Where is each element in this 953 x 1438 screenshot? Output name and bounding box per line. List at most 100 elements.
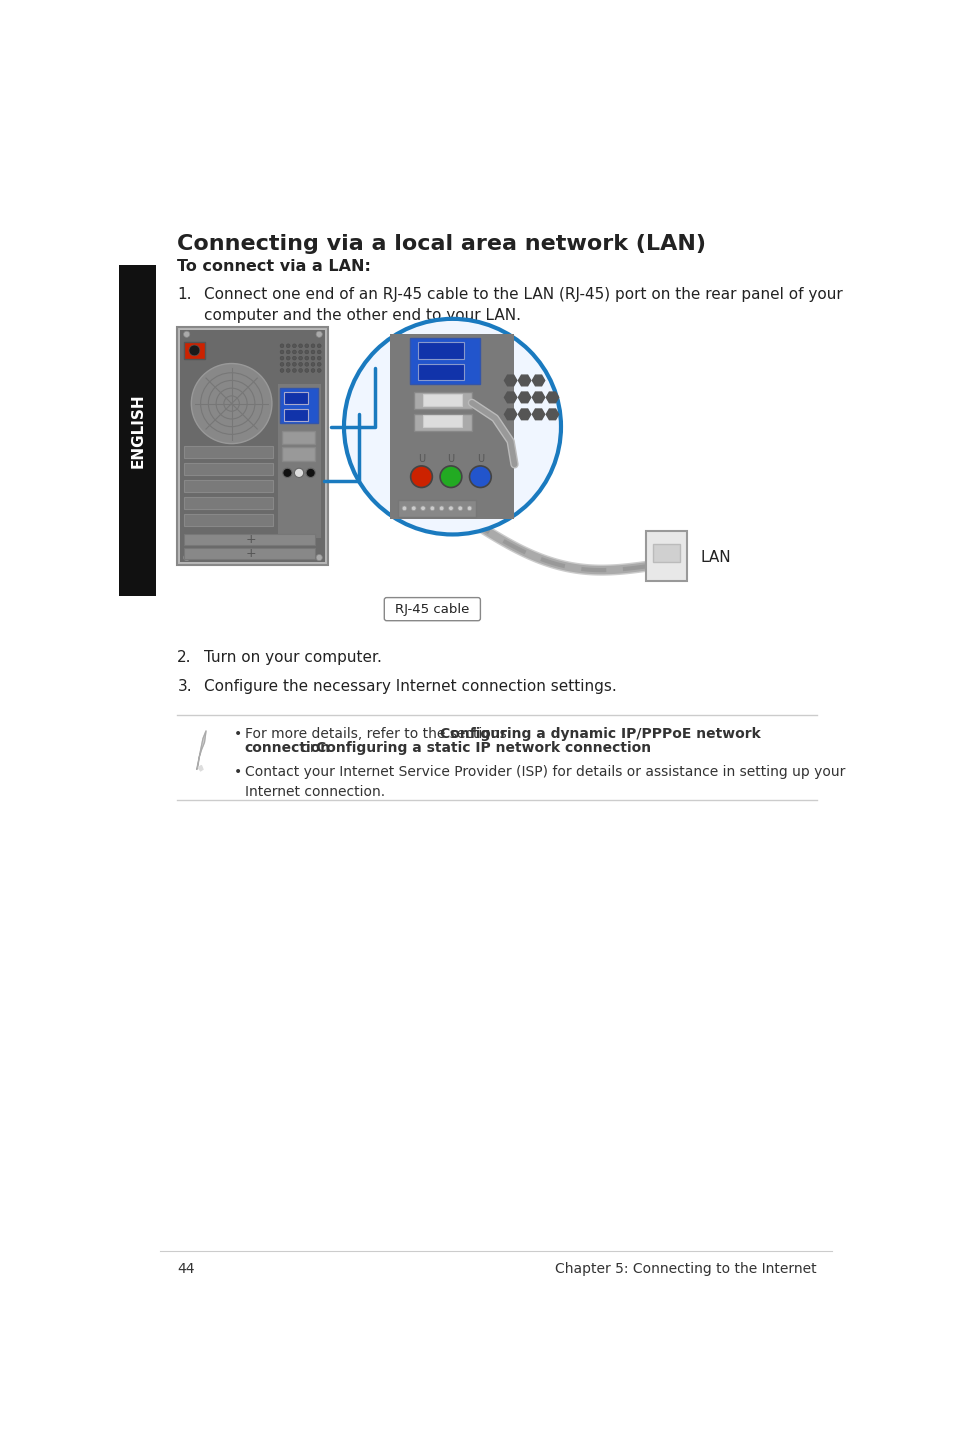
Circle shape (298, 349, 302, 354)
FancyBboxPatch shape (422, 416, 461, 427)
Polygon shape (517, 393, 530, 403)
FancyBboxPatch shape (653, 544, 679, 562)
Polygon shape (198, 765, 203, 771)
Polygon shape (517, 408, 530, 420)
FancyBboxPatch shape (384, 598, 480, 621)
Circle shape (469, 466, 491, 487)
FancyBboxPatch shape (397, 500, 476, 516)
Polygon shape (546, 393, 558, 403)
Circle shape (311, 349, 314, 354)
Circle shape (298, 368, 302, 372)
Circle shape (411, 506, 416, 510)
Polygon shape (504, 408, 517, 420)
FancyBboxPatch shape (390, 334, 514, 519)
Text: Connecting via a local area network (LAN): Connecting via a local area network (LAN… (177, 234, 705, 255)
Circle shape (311, 357, 314, 360)
Text: 2.: 2. (177, 650, 192, 664)
Text: LAN: LAN (700, 551, 730, 565)
Text: U: U (417, 454, 425, 464)
FancyBboxPatch shape (183, 446, 273, 459)
Text: RJ-45 cable: RJ-45 cable (395, 603, 469, 615)
Circle shape (298, 344, 302, 348)
Text: •: • (233, 765, 242, 779)
FancyBboxPatch shape (278, 384, 320, 538)
Circle shape (305, 344, 309, 348)
Text: 3.: 3. (177, 679, 192, 695)
Text: Chapter 5: Connecting to the Internet: Chapter 5: Connecting to the Internet (555, 1263, 816, 1276)
Circle shape (192, 364, 272, 443)
Circle shape (317, 368, 321, 372)
Polygon shape (504, 393, 517, 403)
Circle shape (467, 506, 472, 510)
Text: Connect one end of an RJ-45 cable to the LAN (RJ-45) port on the rear panel of y: Connect one end of an RJ-45 cable to the… (204, 286, 842, 322)
Text: For more details, refer to the sections: For more details, refer to the sections (245, 728, 511, 741)
FancyBboxPatch shape (410, 338, 479, 384)
Circle shape (305, 362, 309, 367)
Circle shape (286, 349, 290, 354)
Circle shape (298, 362, 302, 367)
FancyBboxPatch shape (183, 548, 315, 559)
Text: +: + (246, 548, 256, 561)
FancyBboxPatch shape (183, 513, 273, 526)
FancyBboxPatch shape (183, 463, 273, 475)
Circle shape (317, 349, 321, 354)
Circle shape (311, 344, 314, 348)
Circle shape (293, 349, 296, 354)
Polygon shape (546, 408, 558, 420)
Text: Contact your Internet Service Provider (ISP) for details or assistance in settin: Contact your Internet Service Provider (… (245, 765, 844, 800)
Text: To connect via a LAN:: To connect via a LAN: (177, 259, 371, 273)
Circle shape (410, 466, 432, 487)
Text: 1.: 1. (177, 286, 192, 302)
Bar (119, 265, 156, 597)
FancyBboxPatch shape (645, 531, 686, 581)
Polygon shape (504, 375, 517, 385)
FancyBboxPatch shape (183, 342, 205, 360)
Circle shape (315, 331, 322, 338)
Polygon shape (532, 408, 544, 420)
Circle shape (286, 362, 290, 367)
Circle shape (315, 555, 322, 561)
Polygon shape (532, 393, 544, 403)
Circle shape (311, 368, 314, 372)
Text: or: or (297, 741, 320, 755)
Circle shape (420, 506, 425, 510)
Circle shape (457, 506, 462, 510)
Circle shape (317, 362, 321, 367)
Text: Configuring a dynamic IP/PPPoE network: Configuring a dynamic IP/PPPoE network (439, 728, 760, 741)
Circle shape (280, 344, 284, 348)
Circle shape (448, 506, 453, 510)
Circle shape (402, 506, 406, 510)
Circle shape (293, 368, 296, 372)
Circle shape (305, 357, 309, 360)
Circle shape (317, 344, 321, 348)
FancyBboxPatch shape (280, 388, 318, 423)
FancyBboxPatch shape (183, 496, 273, 509)
Circle shape (305, 368, 309, 372)
Circle shape (311, 362, 314, 367)
Circle shape (280, 362, 284, 367)
FancyBboxPatch shape (414, 414, 472, 430)
Polygon shape (196, 731, 206, 769)
Text: Turn on your computer.: Turn on your computer. (204, 650, 382, 664)
FancyBboxPatch shape (282, 430, 314, 444)
FancyBboxPatch shape (183, 480, 273, 492)
Text: +: + (246, 533, 256, 546)
Circle shape (286, 344, 290, 348)
Circle shape (317, 357, 321, 360)
FancyBboxPatch shape (417, 364, 464, 381)
Circle shape (439, 506, 443, 510)
Text: .: . (523, 741, 528, 755)
FancyBboxPatch shape (282, 447, 314, 462)
FancyBboxPatch shape (284, 408, 307, 421)
Circle shape (439, 466, 461, 487)
Text: U: U (476, 454, 483, 464)
FancyBboxPatch shape (422, 394, 461, 406)
Circle shape (282, 469, 292, 477)
Circle shape (183, 331, 190, 338)
Text: ENGLISH: ENGLISH (131, 393, 145, 467)
Text: U: U (447, 454, 454, 464)
Circle shape (280, 357, 284, 360)
Circle shape (286, 368, 290, 372)
Circle shape (189, 345, 199, 355)
Text: •: • (233, 728, 242, 741)
